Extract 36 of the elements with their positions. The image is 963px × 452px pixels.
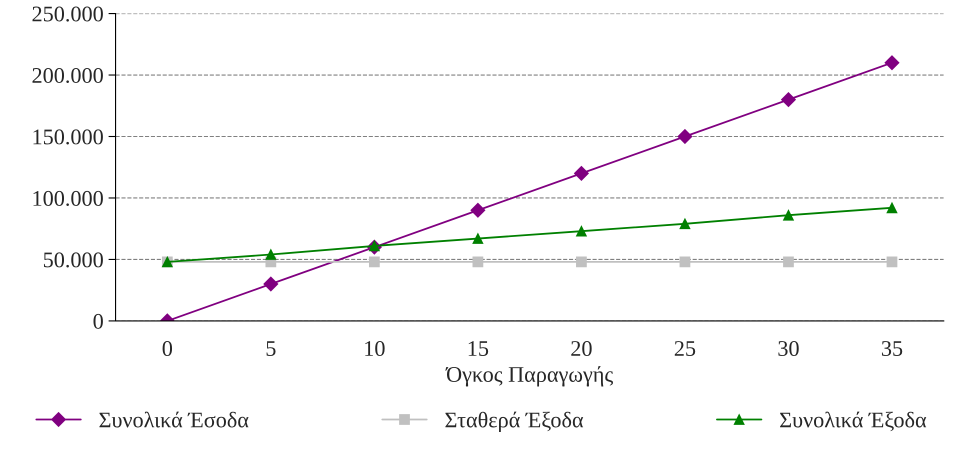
x-tick-label: 25 <box>674 341 696 356</box>
x-tick-label: 35 <box>882 341 902 356</box>
point <box>886 256 898 268</box>
y-tick-label: 100.000 <box>33 190 103 206</box>
x-tick-label: 15 <box>468 341 488 356</box>
point <box>678 129 692 144</box>
point <box>368 256 380 268</box>
x-tick-label: 0 <box>162 341 172 356</box>
x-tick-label: 20 <box>571 341 592 356</box>
y-tick-label: 200.000 <box>32 68 103 84</box>
legend-label: Σταθερά Έξοδα <box>445 412 584 432</box>
point <box>886 202 898 214</box>
y-tick-label: 250.000 <box>32 6 103 22</box>
y-tick-label: 50.000 <box>44 252 103 268</box>
point <box>783 210 794 221</box>
point <box>263 276 278 292</box>
y-tick-label: 0 <box>93 314 103 329</box>
legend-label: Συνολικά Έξοδα <box>780 412 926 432</box>
x-axis-title: Όγκος Παραγωγής <box>445 366 614 386</box>
point <box>576 256 587 268</box>
point <box>472 256 484 268</box>
point <box>884 55 900 70</box>
point <box>574 166 589 181</box>
legend-label: Συνολικά Έσοδα <box>99 412 248 428</box>
point <box>576 226 587 237</box>
x-tick-label: 5 <box>266 341 276 356</box>
x-tick-label: 10 <box>365 341 385 356</box>
point <box>472 233 484 244</box>
point <box>783 256 794 268</box>
point <box>470 202 486 218</box>
point <box>680 218 690 230</box>
point <box>265 249 276 260</box>
point <box>781 92 796 108</box>
y-tick-label: 150.000 <box>33 129 103 145</box>
x-tick-label: 30 <box>778 341 799 356</box>
point <box>680 256 690 268</box>
